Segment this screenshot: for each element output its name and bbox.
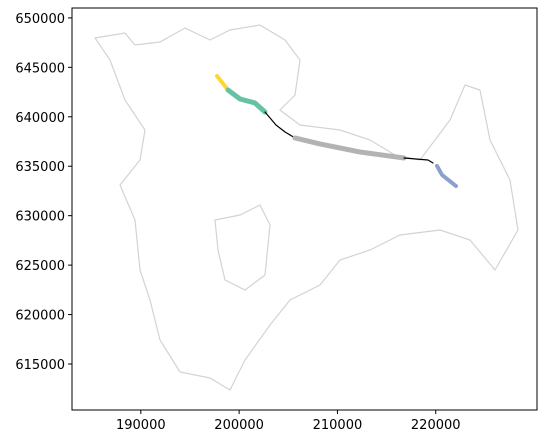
x-tick-label: 190000 <box>116 418 166 433</box>
route-segment <box>264 111 296 139</box>
y-tick-label: 650000 <box>15 12 65 27</box>
y-tick-label: 620000 <box>15 309 65 324</box>
route-segment <box>215 73 231 92</box>
route-segment <box>225 87 268 115</box>
y-tick-label: 630000 <box>15 210 65 225</box>
x-tick-label: 220000 <box>411 418 461 433</box>
route-segment <box>435 163 458 189</box>
y-tick-label: 635000 <box>15 160 65 175</box>
y-tick-label: 640000 <box>15 111 65 126</box>
y-tick-label: 645000 <box>15 61 65 76</box>
x-tick-label: 210000 <box>313 418 363 433</box>
plot-frame <box>71 7 538 411</box>
y-tick-label: 615000 <box>15 358 65 373</box>
x-tick-label: 200000 <box>214 418 264 433</box>
route-segment <box>292 135 407 161</box>
route-segment <box>403 157 434 164</box>
y-tick-label: 625000 <box>15 259 65 274</box>
region-outline <box>93 24 519 391</box>
